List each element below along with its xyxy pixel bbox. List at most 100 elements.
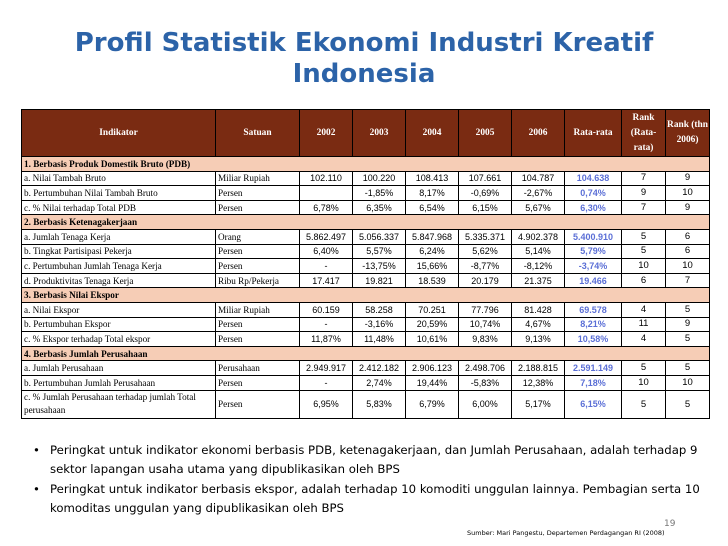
- value-cell: 58.258: [352, 301, 406, 318]
- rank-cell: 7: [621, 170, 666, 187]
- unit-cell: Persen: [215, 331, 300, 347]
- average-cell: 69.578: [564, 301, 622, 318]
- value-cell: 11,48%: [352, 331, 406, 347]
- slide-title: Profil Statistik Ekonomi Industri Kreati…: [0, 28, 728, 90]
- value-cell: 9,83%: [458, 331, 512, 347]
- rank-cell: 7: [621, 199, 666, 216]
- rank-cell: 10: [621, 374, 666, 391]
- value-cell: 2.498.706: [458, 360, 512, 376]
- bullet-icon: •: [33, 482, 40, 496]
- table-row: a. Nilai Ekspor Miliar Rupiah 60.159 58.258…: [21, 301, 710, 318]
- rank-cell: 5: [621, 243, 666, 260]
- value-cell: 6,24%: [405, 243, 459, 260]
- indicator-cell: c. % Nilai terhadap Total PDB: [21, 199, 216, 216]
- indicator-cell: a. Nilai Tambah Bruto: [21, 170, 216, 187]
- rank-cell: 5: [665, 389, 710, 419]
- header-cell: 2006: [511, 109, 565, 157]
- section-row: 3. Berbasis Nilai Ekspor: [21, 287, 710, 303]
- rank-cell: 10: [621, 258, 666, 274]
- rank-cell: 9: [621, 185, 666, 201]
- slide-title-line-1: Profil Statistik Ekonomi Industri Kreati…: [74, 28, 654, 58]
- section-row: 4. Berbasis Jumlah Perusahaan: [21, 345, 710, 362]
- value-cell: 102.110: [299, 170, 353, 187]
- table-row: b. Pertumbuhan Nilai Tambah Bruto Persen -…: [21, 185, 710, 201]
- value-cell: -2,67%: [511, 185, 565, 201]
- header-cell: 2005: [458, 109, 512, 157]
- value-cell: 5,83%: [352, 389, 406, 419]
- indicator-cell: b. Tingkat Partisipasi Pekerja: [21, 243, 216, 260]
- value-cell: 8,17%: [405, 185, 459, 201]
- value-cell: -8,12%: [511, 258, 565, 274]
- indicator-cell: c. % Ekspor terhadap Total ekspor: [21, 331, 216, 347]
- average-cell: 2.591.149: [564, 360, 622, 376]
- average-cell: 5.400.910: [564, 228, 622, 245]
- value-cell: 6,40%: [299, 243, 353, 260]
- value-cell: 5.056.337: [352, 228, 406, 245]
- header-cell: Rank (thn 2006): [665, 109, 710, 157]
- unit-cell: Persen: [215, 258, 300, 274]
- value-cell: 2,74%: [352, 374, 406, 391]
- value-cell: 20,59%: [405, 316, 459, 333]
- value-cell: 6,35%: [352, 199, 406, 216]
- value-cell: 60.159: [299, 301, 353, 318]
- value-cell: 6,78%: [299, 199, 353, 216]
- value-cell: 6,79%: [405, 389, 459, 419]
- unit-cell: Persen: [215, 374, 300, 391]
- unit-cell: Persen: [215, 199, 300, 216]
- average-cell: 7,18%: [564, 374, 622, 391]
- value-cell: 5.335.371: [458, 228, 512, 245]
- notes-list: • Peringkat untuk indikator ekonomi berba…: [33, 441, 703, 519]
- value-cell: 2.412.182: [352, 360, 406, 376]
- table-row: c. Pertumbuhan Jumlah Tenaga Kerja Persen…: [21, 258, 710, 274]
- statistics-table: Indikator Satuan 2002 2003 2004 2005 2006 Rata-…: [21, 109, 710, 419]
- unit-cell: Persen: [215, 389, 300, 419]
- value-cell: 108.413: [405, 170, 459, 187]
- value-cell: 77.796: [458, 301, 512, 318]
- section-row: 1. Berbasis Produk Domestik Bruto (PDB): [21, 156, 710, 172]
- table-row: a. Jumlah Tenaga Kerja Orang 5.862.497 5.05…: [21, 228, 710, 245]
- indicator-cell: d. Produktivitas Tenaga Kerja: [21, 272, 216, 289]
- rank-cell: 4: [621, 331, 666, 347]
- section-label: 2. Berbasis Ketenagakerjaan: [21, 214, 710, 230]
- rank-cell: 10: [665, 185, 710, 201]
- unit-cell: Persen: [215, 243, 300, 260]
- value-cell: -: [299, 258, 353, 274]
- value-cell: -1,85%: [352, 185, 406, 201]
- section-row: 2. Berbasis Ketenagakerjaan: [21, 214, 710, 230]
- source-citation: Sumber: Mari Pangestu, Departemen Perdag…: [467, 529, 665, 537]
- value-cell: 19.821: [352, 272, 406, 289]
- table-row: b. Pertumbuhan Ekspor Persen - -3,16% 20,59%…: [21, 316, 710, 333]
- value-cell: -: [299, 316, 353, 333]
- bullet-icon: •: [33, 443, 40, 457]
- rank-cell: 9: [665, 199, 710, 216]
- value-cell: 20.179: [458, 272, 512, 289]
- unit-cell: Persen: [215, 185, 300, 201]
- indicator-cell: a. Jumlah Tenaga Kerja: [21, 228, 216, 245]
- average-cell: 10,58%: [564, 331, 622, 347]
- value-cell: 18.539: [405, 272, 459, 289]
- slide-title-line-2: Indonesia: [292, 59, 436, 89]
- value-cell: 15,66%: [405, 258, 459, 274]
- average-cell: 0,74%: [564, 185, 622, 201]
- header-cell: Rata-rata: [564, 109, 622, 157]
- value-cell: 2.188.815: [511, 360, 565, 376]
- indicator-cell: b. Pertumbuhan Nilai Tambah Bruto: [21, 185, 216, 201]
- value-cell: -8,77%: [458, 258, 512, 274]
- unit-cell: Persen: [215, 316, 300, 333]
- table-header: Indikator Satuan 2002 2003 2004 2005 2006 Rata-…: [21, 109, 710, 157]
- value-cell: 5,14%: [511, 243, 565, 260]
- table-row: b. Tingkat Partisipasi Pekerja Persen 6,40…: [21, 243, 710, 260]
- rank-cell: 4: [621, 301, 666, 318]
- rank-cell: 6: [665, 228, 710, 245]
- table-row: a. Nilai Tambah Bruto Miliar Rupiah 102.11…: [21, 170, 710, 187]
- table-row: a. Jumlah Perusahaan Perusahaan 2.949.917 2…: [21, 360, 710, 376]
- value-cell: 12,38%: [511, 374, 565, 391]
- rank-cell: 10: [665, 258, 710, 274]
- rank-cell: 5: [665, 360, 710, 376]
- average-cell: 104.638: [564, 170, 622, 187]
- value-cell: 6,95%: [299, 389, 353, 419]
- value-cell: 5,17%: [511, 389, 565, 419]
- header-cell: Rank (Rata-rata): [621, 109, 666, 157]
- value-cell: 6,15%: [458, 199, 512, 216]
- average-cell: 8,21%: [564, 316, 622, 333]
